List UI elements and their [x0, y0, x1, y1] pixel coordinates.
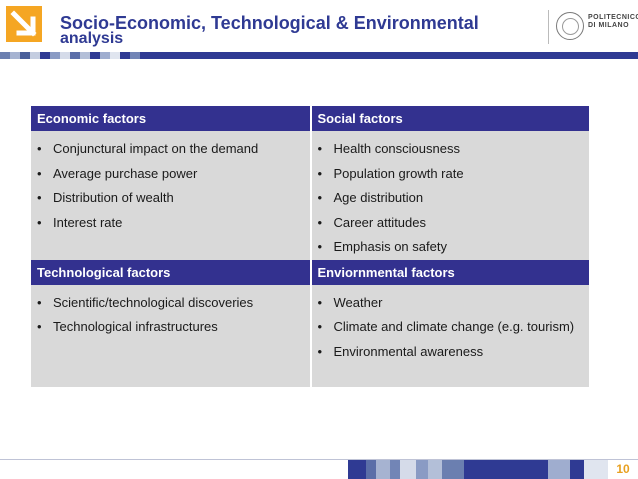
header-color-strip — [0, 52, 140, 59]
brand-line-2: DI MILANO — [588, 22, 630, 29]
technological-factors-cell: Scientific/technological discoveries Tec… — [31, 284, 312, 387]
arrow-logo-icon — [6, 6, 42, 42]
technological-factors-header: Technological factors — [31, 259, 312, 285]
footer-divider — [0, 459, 638, 460]
list-item: Climate and climate change (e.g. tourism… — [318, 315, 590, 340]
list-item: Career attitudes — [318, 211, 590, 236]
environmental-factors-header: Enviornmental factors — [310, 259, 591, 285]
economic-factors-list: Conjunctural impact on the demand Averag… — [31, 131, 310, 235]
title-line-1: Socio-Economic, Technological & Environm… — [60, 13, 479, 33]
page-number: 10 — [608, 460, 638, 479]
brand-line-1: POLITECNICO — [588, 14, 638, 21]
list-item: Scientific/technological discoveries — [37, 291, 310, 316]
environmental-factors-cell: Weather Climate and climate change (e.g.… — [310, 284, 591, 387]
list-item: Average purchase power — [37, 162, 310, 187]
list-item: Environmental awareness — [318, 340, 590, 365]
social-factors-header: Social factors — [310, 106, 591, 131]
header-divider — [548, 10, 549, 44]
list-item: Conjunctural impact on the demand — [37, 137, 310, 162]
factors-table: Economic factors Social factors Conjunct… — [31, 106, 591, 387]
university-brand: POLITECNICO DI MILANO — [552, 10, 638, 46]
list-item: Distribution of wealth — [37, 186, 310, 211]
list-item: Interest rate — [37, 211, 310, 236]
list-item: Population growth rate — [318, 162, 590, 187]
economic-factors-header: Economic factors — [31, 106, 312, 131]
list-item: Health consciousness — [318, 137, 590, 162]
university-seal-icon — [556, 12, 584, 40]
footer-color-strip — [348, 460, 608, 479]
social-factors-cell: Health consciousness Population growth r… — [310, 131, 591, 260]
list-item: Technological infrastructures — [37, 315, 310, 340]
environmental-factors-list: Weather Climate and climate change (e.g.… — [312, 285, 590, 365]
technological-factors-list: Scientific/technological discoveries Tec… — [31, 285, 310, 340]
list-item: Emphasis on safety — [318, 235, 590, 260]
list-item: Age distribution — [318, 186, 590, 211]
social-factors-list: Health consciousness Population growth r… — [312, 131, 590, 260]
list-item: Weather — [318, 291, 590, 316]
header-bar — [0, 52, 638, 59]
title-line-2: analysis — [60, 30, 124, 47]
page-title: Socio-Economic, Technological & Environm… — [60, 13, 479, 47]
brand-text: POLITECNICO DI MILANO — [588, 14, 638, 30]
economic-factors-cell: Conjunctural impact on the demand Averag… — [31, 131, 312, 260]
